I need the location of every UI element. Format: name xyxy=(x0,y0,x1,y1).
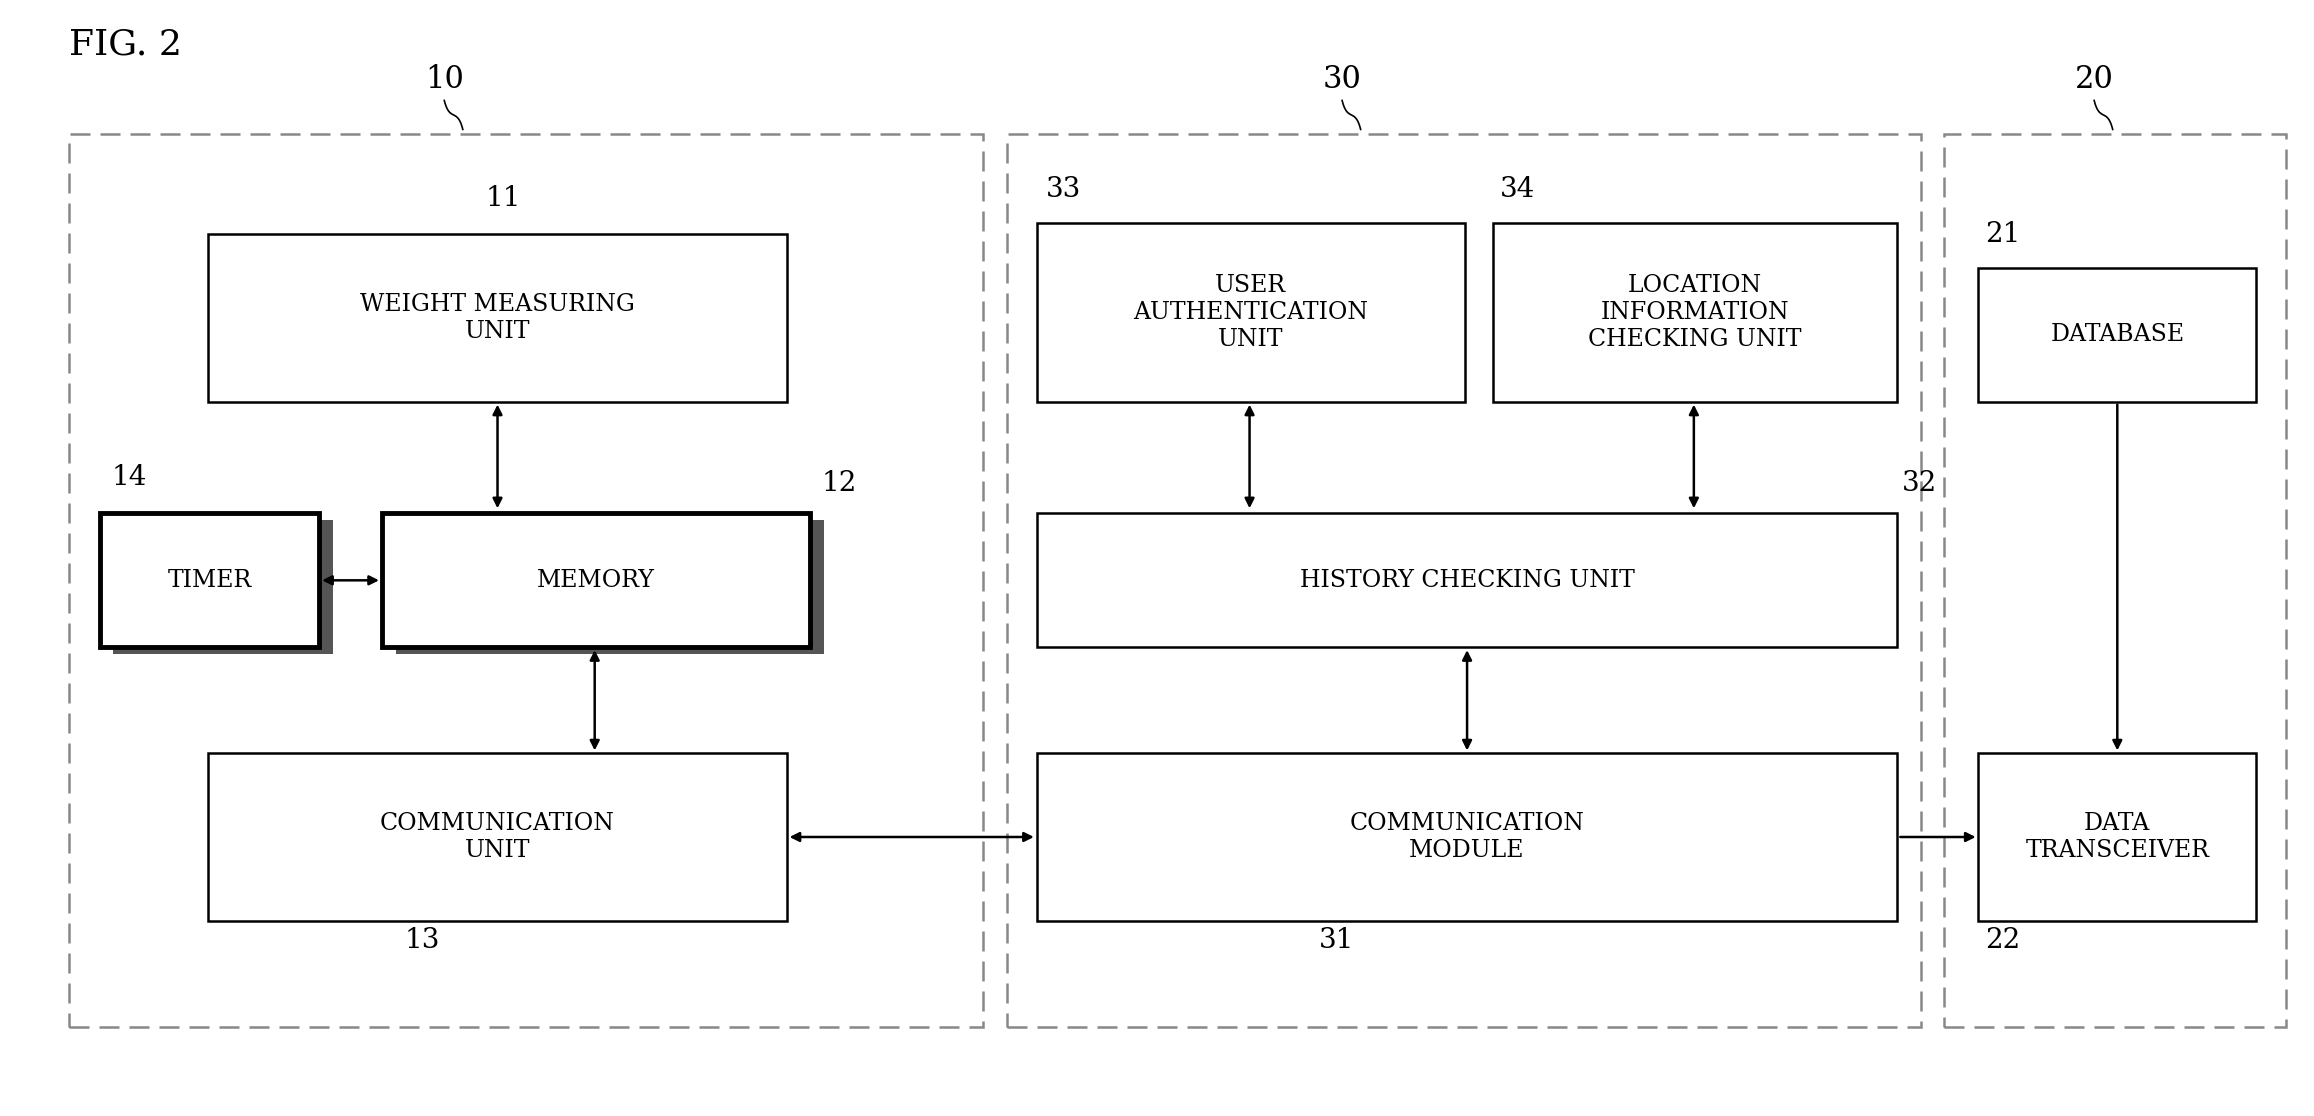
Bar xyxy=(396,520,824,654)
Text: HISTORY CHECKING UNIT: HISTORY CHECKING UNIT xyxy=(1300,569,1634,591)
Bar xyxy=(1037,753,1897,921)
Text: 10: 10 xyxy=(426,64,463,95)
Text: 11: 11 xyxy=(486,185,521,212)
Bar xyxy=(1978,268,2256,402)
Text: DATA
TRANSCEIVER: DATA TRANSCEIVER xyxy=(2025,812,2210,862)
Text: DATABASE: DATABASE xyxy=(2050,324,2184,346)
Text: 32: 32 xyxy=(1902,470,1937,497)
Bar xyxy=(113,520,333,654)
Bar xyxy=(1978,753,2256,921)
Text: COMMUNICATION
MODULE: COMMUNICATION MODULE xyxy=(1349,812,1585,862)
Text: 20: 20 xyxy=(2076,64,2113,95)
Text: 21: 21 xyxy=(1985,221,2020,248)
Text: 33: 33 xyxy=(1046,176,1081,203)
Text: FIG. 2: FIG. 2 xyxy=(69,28,183,61)
Text: 34: 34 xyxy=(1499,176,1534,203)
Text: 12: 12 xyxy=(821,470,856,497)
Bar xyxy=(1944,134,2286,1027)
Text: 31: 31 xyxy=(1319,927,1354,954)
Bar xyxy=(100,513,319,647)
Bar xyxy=(1037,223,1465,402)
Text: TIMER: TIMER xyxy=(167,569,252,591)
Bar xyxy=(69,134,983,1027)
Text: USER
AUTHENTICATION
UNIT: USER AUTHENTICATION UNIT xyxy=(1134,275,1368,350)
Text: 30: 30 xyxy=(1324,64,1361,95)
Bar xyxy=(1493,223,1897,402)
Bar xyxy=(382,513,810,647)
Text: 22: 22 xyxy=(1985,927,2020,954)
Text: 14: 14 xyxy=(111,464,146,491)
Bar xyxy=(208,234,787,402)
Text: MEMORY: MEMORY xyxy=(537,569,655,591)
Bar xyxy=(208,753,787,921)
Text: 13: 13 xyxy=(405,927,440,954)
Text: COMMUNICATION
UNIT: COMMUNICATION UNIT xyxy=(379,812,616,862)
Text: LOCATION
INFORMATION
CHECKING UNIT: LOCATION INFORMATION CHECKING UNIT xyxy=(1587,275,1803,350)
Bar xyxy=(1007,134,1921,1027)
Text: WEIGHT MEASURING
UNIT: WEIGHT MEASURING UNIT xyxy=(361,294,634,343)
Bar xyxy=(1037,513,1897,647)
